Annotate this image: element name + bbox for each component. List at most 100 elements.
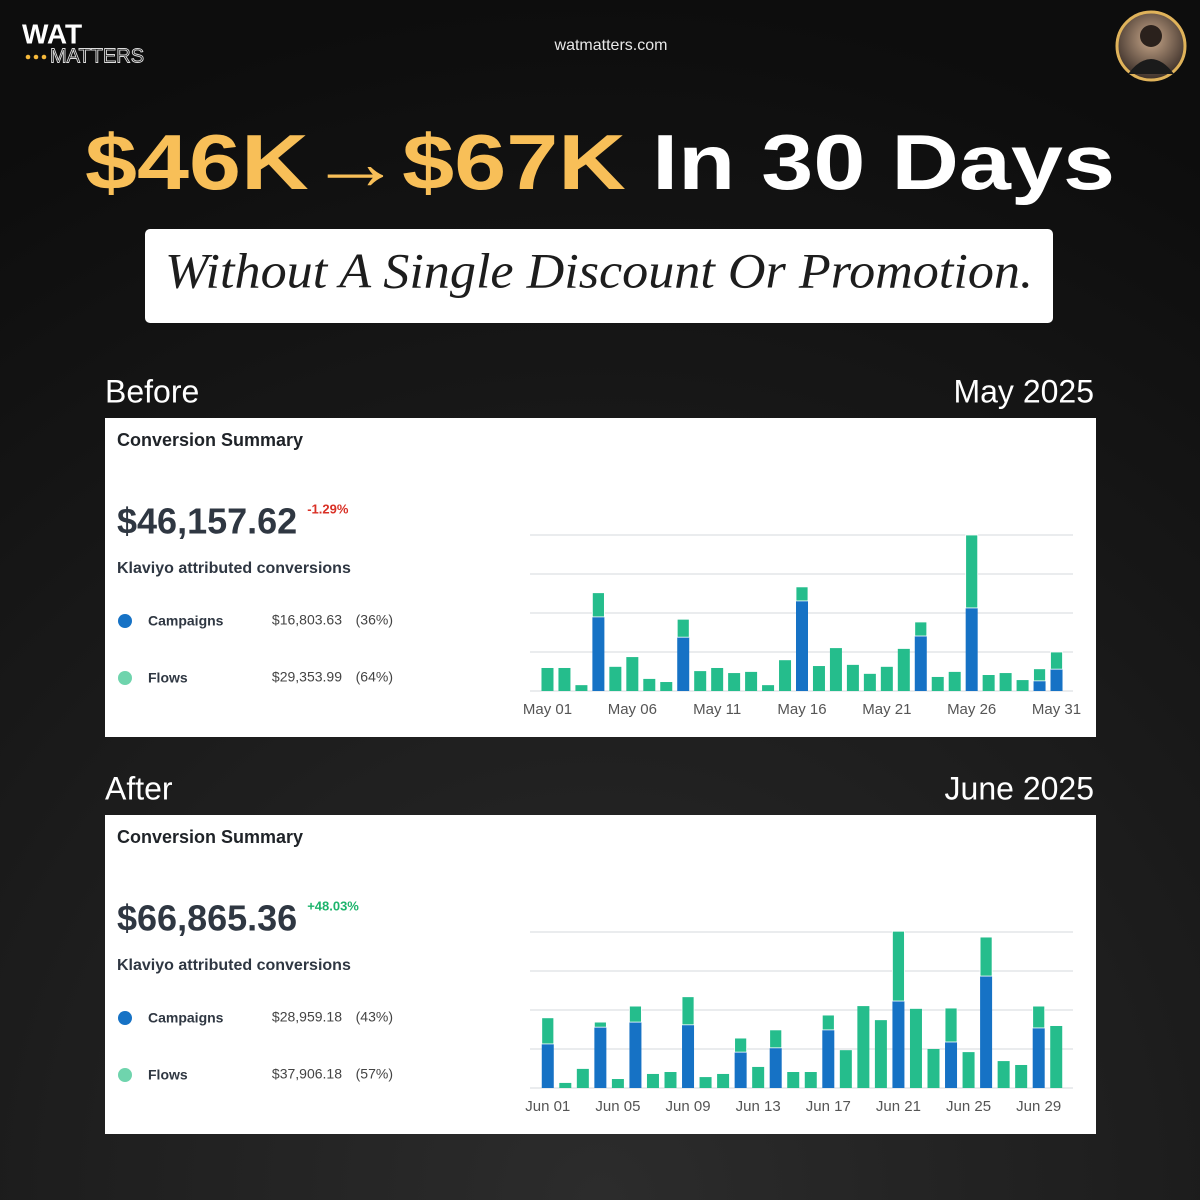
bar-segment [734, 1037, 748, 1053]
x-tick-label: Jun 05 [595, 1098, 640, 1115]
bar-segment [1050, 669, 1063, 691]
bar-segment [880, 666, 893, 691]
section-label: After [105, 770, 173, 806]
bar-segment [857, 1006, 870, 1088]
legend-name: Campaigns [148, 613, 224, 629]
x-tick-label: Jun 01 [525, 1098, 570, 1115]
legend-dot [118, 671, 132, 685]
bar-segment [558, 667, 571, 691]
site-url[interactable]: watmatters.com [554, 37, 668, 54]
bar-segment [1033, 680, 1046, 691]
banner-box [145, 229, 1053, 323]
bar-segment [541, 1043, 554, 1088]
bar-segment [796, 600, 808, 691]
bar-segment [762, 685, 775, 691]
bar-segment [681, 996, 695, 1026]
x-tick-label: Jun 21 [876, 1098, 921, 1115]
x-tick-label: Jun 09 [666, 1098, 711, 1115]
x-tick-label: May 01 [523, 701, 572, 718]
bar-segment [804, 1072, 817, 1088]
change: -1.29% [307, 501, 349, 516]
bar-segment [999, 673, 1012, 691]
legend-dot [118, 614, 132, 628]
x-tick-label: May 21 [862, 701, 911, 718]
legend-dot [118, 1068, 132, 1082]
legend-share: (43%) [356, 1009, 393, 1025]
legend-amount: $16,803.63 [272, 612, 342, 628]
bar-segment [646, 1073, 659, 1088]
subtitle: Klaviyo attributed conversions [117, 560, 351, 577]
legend-name: Campaigns [148, 1010, 224, 1026]
x-tick-label: May 26 [947, 701, 996, 718]
headline: $46K→$67K In 30 Days [85, 118, 1115, 206]
legend-name: Flows [148, 1067, 188, 1083]
bar-segment [965, 534, 979, 609]
bar-segment [734, 1052, 747, 1088]
x-tick-label: Jun 13 [736, 1098, 781, 1115]
bar-segment [892, 930, 905, 1002]
logo-bottom: MATTERS [50, 45, 144, 67]
card-title: Conversion Summary [117, 430, 303, 450]
bar-segment [660, 682, 673, 691]
legend-share: (64%) [356, 669, 393, 685]
total-value: $46,157.62 [117, 501, 297, 542]
bar-segment [795, 586, 809, 602]
bar-segment [1015, 1064, 1028, 1088]
x-tick-label: May 31 [1032, 701, 1081, 718]
bar-segment [897, 648, 910, 691]
bar-segment [609, 666, 622, 691]
bar-segment [728, 673, 741, 691]
bar-segment [559, 1082, 572, 1088]
section-label: Before [105, 373, 199, 409]
bar-segment [1033, 668, 1046, 682]
bar-segment [541, 1017, 555, 1045]
bar-segment [1050, 651, 1063, 670]
headline-highlight: $46K→$67K [85, 118, 626, 206]
bar-segment [769, 1029, 783, 1049]
bar-segment [1032, 1005, 1046, 1029]
logo-dots [25, 54, 47, 60]
avatar [1115, 10, 1187, 82]
bar-segment [892, 1001, 905, 1088]
bar-segment [787, 1072, 800, 1088]
bar-segment [948, 671, 961, 691]
logo-top: WAT [22, 18, 82, 49]
bar-segment [980, 976, 993, 1088]
bar-segment [945, 1041, 958, 1088]
x-tick-label: Jun 25 [946, 1098, 991, 1115]
bar-segment [592, 616, 605, 691]
banner-text: Without A Single Discount Or Promotion. [165, 242, 1033, 298]
bar-segment [1016, 680, 1029, 691]
legend-amount: $37,906.18 [272, 1066, 342, 1082]
bar-segment [1050, 1025, 1063, 1088]
bar-segment [576, 1068, 589, 1088]
bar-segment [979, 936, 993, 977]
x-tick-label: May 16 [777, 701, 826, 718]
legend-amount: $28,959.18 [272, 1009, 342, 1025]
headline-rest: In 30 Days [652, 118, 1115, 206]
bar-segment [591, 592, 605, 618]
bar-segment [699, 1077, 712, 1088]
bar-segment [822, 1029, 835, 1088]
bar-segment [874, 1020, 887, 1088]
bar-segment [769, 1047, 782, 1088]
bar-segment [629, 1005, 642, 1023]
section-period: May 2025 [953, 373, 1094, 409]
bar-segment [997, 1061, 1010, 1088]
x-tick-label: May 11 [693, 701, 741, 718]
bar-segment [965, 607, 978, 691]
x-tick-label: May 06 [608, 701, 657, 718]
bar-segment [779, 660, 792, 691]
subtitle: Klaviyo attributed conversions [117, 957, 351, 974]
x-tick-label: Jun 17 [806, 1098, 851, 1115]
total-value: $66,865.36 [117, 898, 297, 939]
legend-share: (36%) [356, 612, 393, 628]
bar-segment [846, 664, 859, 691]
bar-segment [611, 1079, 624, 1088]
bar-segment [839, 1050, 852, 1088]
legend-share: (57%) [356, 1066, 393, 1082]
bar-segment [821, 1014, 835, 1031]
bar-segment [593, 1021, 607, 1028]
